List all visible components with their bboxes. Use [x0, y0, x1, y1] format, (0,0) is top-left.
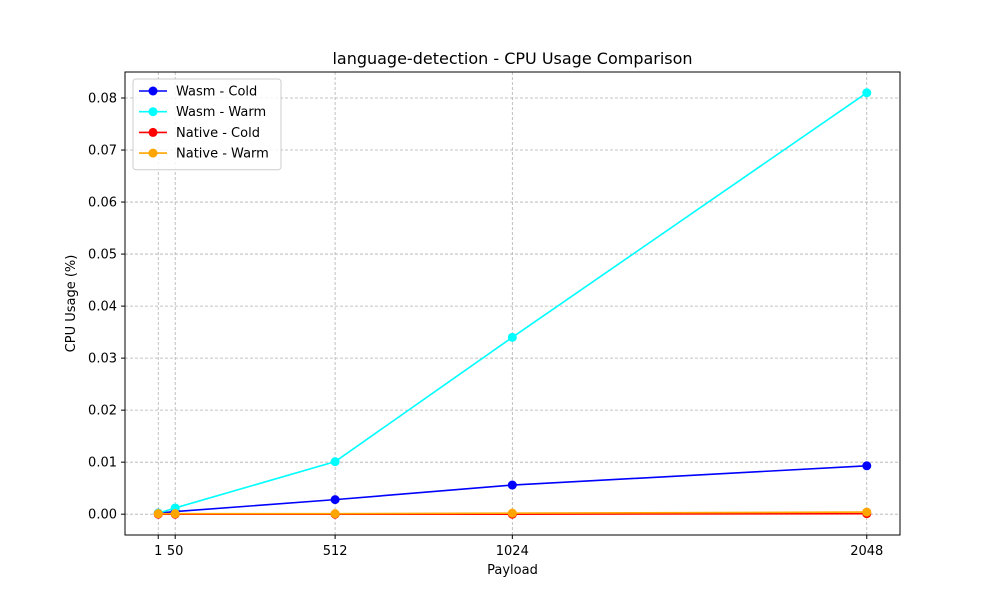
- data-point: [153, 509, 163, 519]
- data-point: [507, 508, 517, 518]
- legend-label: Wasm - Cold: [176, 85, 257, 100]
- x-tick-label: 50: [167, 544, 184, 559]
- legend-swatch-marker: [148, 127, 158, 137]
- legend-swatch-marker: [148, 148, 158, 158]
- data-point: [330, 457, 340, 467]
- x-tick-label: 1024: [496, 544, 529, 559]
- y-tick-label: 0.06: [88, 196, 117, 211]
- series-layer: [153, 88, 872, 519]
- chart-title: language-detection - CPU Usage Compariso…: [332, 49, 692, 68]
- data-point: [507, 332, 517, 342]
- y-tick-label: 0.03: [88, 352, 117, 367]
- legend-box: [132, 78, 282, 171]
- y-tick-label: 0.01: [88, 456, 117, 471]
- legend-label: Wasm - Warm: [176, 105, 266, 120]
- y-tick-label: 0.07: [88, 144, 117, 159]
- x-axis-label: Payload: [487, 563, 538, 578]
- y-tick-label: 0.04: [88, 300, 117, 315]
- data-point: [330, 495, 340, 505]
- y-tick-label: 0.08: [88, 92, 117, 107]
- data-point: [862, 88, 872, 98]
- legend: Wasm - Cold Wasm - Warm Native - Cold Nativ…: [132, 78, 282, 171]
- y-tick-label: 0.00: [88, 508, 117, 523]
- ticks-layer: 1 50 512 1024 2048 0.00 0.01 0.02 0.03 0.04 0.05 0.…: [88, 92, 883, 559]
- legend-label: Native - Warm: [176, 147, 269, 162]
- data-point: [862, 507, 872, 517]
- data-point: [507, 480, 517, 490]
- x-tick-label: 1: [154, 544, 162, 559]
- data-point: [170, 509, 180, 519]
- data-point: [330, 509, 340, 519]
- legend-swatch-marker: [148, 86, 158, 96]
- x-tick-label: 512: [323, 544, 348, 559]
- data-point: [862, 461, 872, 471]
- y-tick-label: 0.05: [88, 248, 117, 263]
- y-axis-label: CPU Usage (%): [64, 255, 79, 353]
- legend-label: Native - Cold: [176, 126, 260, 141]
- x-tick-label: 2048: [850, 544, 883, 559]
- legend-swatch-marker: [148, 107, 158, 117]
- y-tick-label: 0.02: [88, 404, 117, 419]
